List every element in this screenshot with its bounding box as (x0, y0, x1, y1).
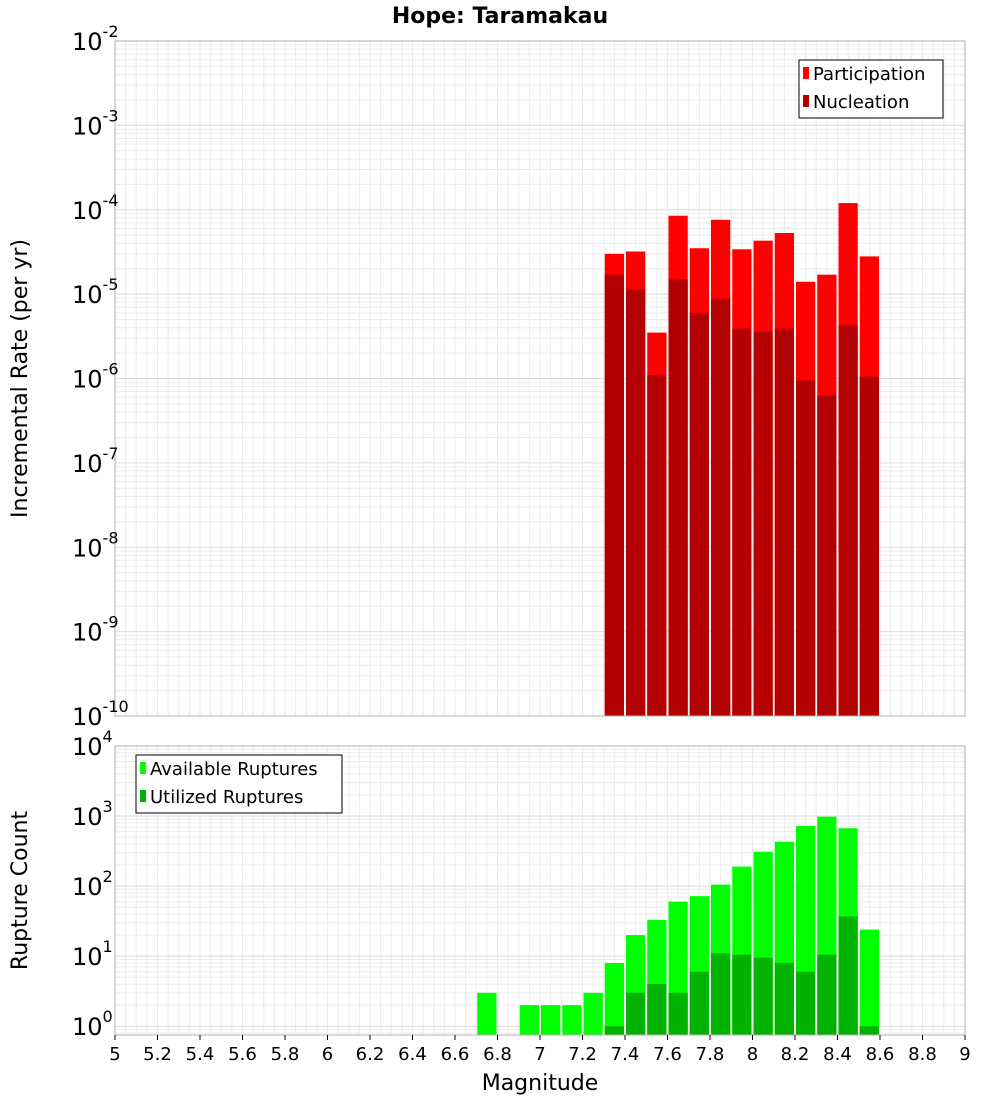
bar (732, 328, 752, 716)
y-tick-label: 103 (72, 797, 113, 831)
legend-label: Nucleation (813, 92, 909, 113)
bar (838, 916, 858, 1035)
x-tick-label: 6.2 (356, 1044, 385, 1065)
y-tick-label: 100 (72, 1007, 113, 1041)
y-tick-label: 101 (72, 937, 113, 971)
bar (711, 298, 731, 716)
x-tick-label: 8.8 (908, 1044, 937, 1065)
bar (817, 954, 837, 1035)
x-tick-label: 6 (322, 1044, 333, 1065)
legend: Participation Nucleation (798, 59, 944, 119)
y-tick-label: 10-2 (72, 22, 119, 56)
x-tick-label: 6.8 (483, 1044, 512, 1065)
bar (732, 954, 752, 1035)
bar (689, 971, 709, 1035)
y-tick-label: 10-3 (72, 106, 119, 140)
x-tick-label: 7 (534, 1044, 545, 1065)
rate-panel: 10-10 10-9 10-8 10-7 10-6 10-5 10-4 10-3 10-2 Inc… (8, 22, 966, 731)
x-tick-label: 7.4 (611, 1044, 640, 1065)
y-axis-label: Incremental Rate (per yr) (8, 239, 33, 518)
y-axis-label: Rupture Count (8, 811, 33, 971)
x-tick-label: 5 (109, 1044, 120, 1065)
legend-swatch (803, 67, 809, 79)
legend-box (798, 59, 944, 119)
bar (796, 380, 816, 716)
bar (477, 992, 497, 1035)
x-tick-label: 5.8 (271, 1044, 300, 1065)
legend-swatch (140, 762, 146, 774)
chart-title: Hope: Taramakau (392, 4, 608, 29)
bar (753, 957, 773, 1035)
x-axis-ticks: 5 5.2 5.4 5.6 5.8 6 6.2 6.4 6.6 6.8 7 7.2 7.4 7.6 7.8 8… (109, 1035, 971, 1065)
series-utilized-ruptures (604, 916, 879, 1035)
bar (604, 962, 624, 1035)
legend-swatch (140, 790, 146, 802)
legend-box (135, 754, 343, 814)
x-tick-label: 5.6 (228, 1044, 257, 1065)
bar (796, 971, 816, 1035)
bar (668, 279, 688, 716)
bar (838, 325, 858, 716)
grid-lines (114, 40, 966, 717)
x-tick-label: 8 (747, 1044, 758, 1065)
x-tick-label: 8.6 (866, 1044, 895, 1065)
y-tick-label: 10-4 (72, 191, 119, 225)
bar (604, 1026, 624, 1035)
bar (817, 395, 837, 716)
y-tick-label: 10-9 (72, 613, 119, 647)
x-tick-label: 6.4 (398, 1044, 427, 1065)
legend-swatch (803, 95, 809, 107)
bar (541, 1005, 561, 1035)
bar (647, 984, 667, 1035)
bar (668, 992, 688, 1035)
x-tick-label: 6.6 (441, 1044, 470, 1065)
bar (774, 328, 794, 716)
bar (604, 274, 624, 716)
x-tick-label: 5.2 (143, 1044, 172, 1065)
x-tick-label: 7.8 (696, 1044, 725, 1065)
bar (626, 992, 646, 1035)
bar (859, 376, 879, 716)
bar (711, 953, 731, 1035)
series-nucleation (604, 274, 879, 716)
y-tick-label: 102 (72, 867, 113, 901)
x-axis-label: Magnitude (482, 1071, 599, 1096)
x-tick-label: 8.4 (823, 1044, 852, 1065)
x-tick-label: 5.4 (186, 1044, 215, 1065)
bar (859, 1026, 879, 1035)
bar (753, 331, 773, 716)
rupture-count-panel: 100 101 102 103 104 Rupture Count Available Ru… (8, 727, 966, 1041)
x-tick-label: 8.2 (781, 1044, 810, 1065)
y-tick-label: 10-6 (72, 360, 119, 394)
legend: Available Ruptures Utilized Ruptures (135, 754, 343, 814)
x-tick-label: 7.2 (568, 1044, 597, 1065)
y-tick-label: 10-5 (72, 275, 119, 309)
y-tick-label: 10-10 (72, 697, 129, 731)
legend-label: Participation (813, 64, 925, 85)
bar (774, 962, 794, 1035)
x-tick-label: 7.6 (653, 1044, 682, 1065)
y-tick-label: 10-7 (72, 444, 119, 478)
x-tick-label: 9 (959, 1044, 970, 1065)
bar (626, 289, 646, 716)
plot-frame (114, 40, 966, 717)
bar (583, 992, 603, 1035)
legend-label: Available Ruptures (150, 759, 318, 780)
bar (859, 929, 879, 1035)
bar (562, 1005, 582, 1035)
legend-label: Utilized Ruptures (150, 787, 303, 808)
y-tick-label: 10-8 (72, 528, 119, 562)
y-tick-label: 104 (72, 727, 113, 761)
bar (647, 375, 667, 716)
bar (689, 312, 709, 716)
bar (519, 1005, 539, 1035)
